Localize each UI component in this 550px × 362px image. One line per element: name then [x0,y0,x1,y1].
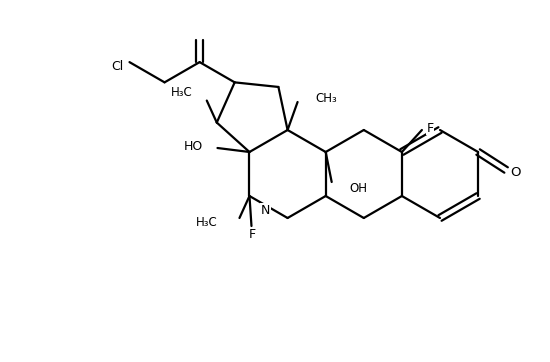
Text: F: F [249,228,256,241]
Text: HO: HO [184,140,204,153]
Text: F: F [426,122,433,135]
Text: Cl: Cl [112,60,124,73]
Text: H₃C: H₃C [171,86,193,99]
Text: OH: OH [350,181,368,194]
Text: CH₃: CH₃ [316,92,337,105]
Text: O: O [510,165,520,178]
Text: H₃C: H₃C [196,216,217,230]
Text: N: N [261,203,270,216]
